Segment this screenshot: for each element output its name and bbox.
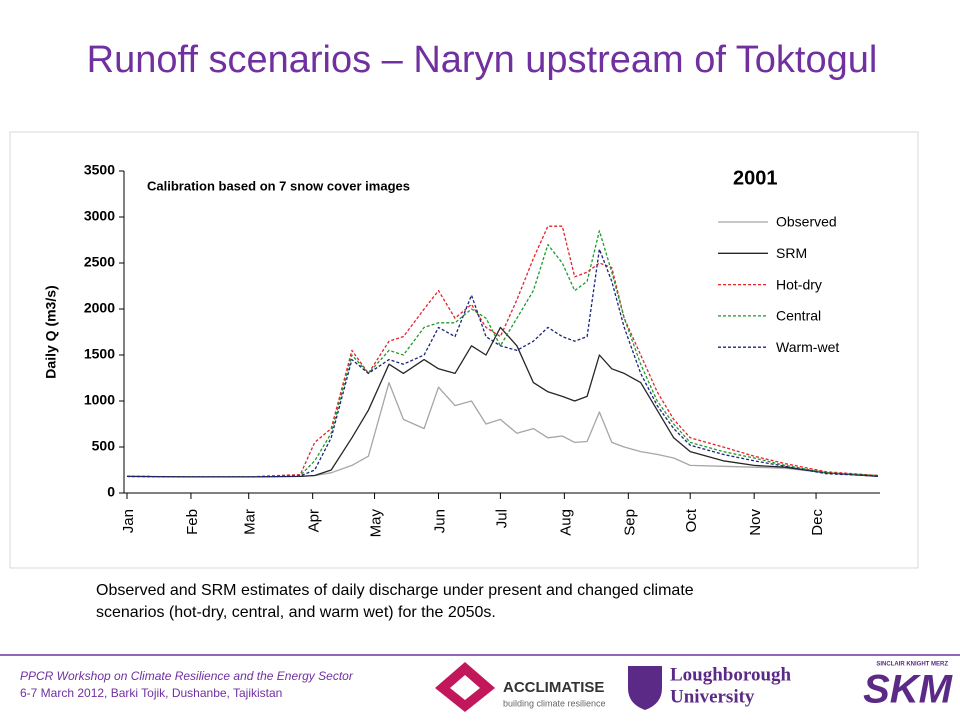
- x-tick-label: Apr: [306, 509, 323, 532]
- x-tick-label: Jun: [431, 509, 448, 533]
- x-tick-label: Nov: [747, 509, 764, 536]
- logo-text: Loughborough: [670, 664, 792, 685]
- annotation: Calibration based on 7 snow cover images: [147, 178, 410, 193]
- legend-label: Warm-wet: [776, 339, 839, 355]
- footer-text: PPCR Workshop on Climate Resilience and …: [20, 669, 354, 683]
- legend-label: Hot-dry: [776, 276, 822, 292]
- y-tick-label: 3500: [84, 162, 115, 178]
- logo-text: building climate resilience: [503, 698, 606, 708]
- x-tick-label: May: [368, 509, 385, 538]
- y-tick-label: 0: [107, 484, 115, 500]
- legend-label: Observed: [776, 214, 837, 230]
- footer-text: 6-7 March 2012, Barki Tojik, Dushanbe, T…: [20, 686, 282, 700]
- series-line: [126, 381, 878, 478]
- x-tick-label: Dec: [809, 509, 826, 536]
- y-axis-label: Daily Q (m3/s): [43, 285, 59, 378]
- logo-text: SINCLAIR KNIGHT MERZ: [876, 662, 948, 668]
- skm-logo: SINCLAIR KNIGHT MERZ SKM: [863, 662, 954, 712]
- y-tick-label: 1500: [84, 346, 115, 362]
- x-tick-label: Aug: [557, 509, 574, 536]
- legend-label: Central: [776, 308, 821, 324]
- series-line: [126, 248, 878, 478]
- logo-text: ACCLIMATISE: [503, 679, 604, 696]
- loughborough-logo: Loughborough University: [628, 664, 792, 710]
- x-tick-label: Oct: [683, 508, 700, 532]
- legend-label: SRM: [776, 245, 807, 261]
- caption: Observed and SRM estimates of daily disc…: [96, 582, 694, 599]
- series-line: [126, 230, 878, 478]
- y-tick-label: 3000: [84, 208, 115, 224]
- series-line: [126, 225, 878, 478]
- x-tick-label: Mar: [242, 509, 259, 535]
- logo-text: SKM: [863, 668, 954, 712]
- logo-shape: [628, 666, 662, 710]
- x-tick-label: Jan: [120, 509, 137, 533]
- x-tick-label: Jul: [493, 509, 510, 528]
- logo-text: University: [670, 686, 755, 707]
- series-line: [126, 326, 878, 478]
- slide-title: Runoff scenarios – Naryn upstream of Tok…: [87, 39, 878, 81]
- x-tick-label: Feb: [184, 509, 201, 535]
- annotation: 2001: [733, 167, 778, 189]
- y-tick-label: 2500: [84, 254, 115, 270]
- logo-shape: [450, 675, 480, 700]
- x-tick-label: Sep: [621, 509, 638, 536]
- caption: scenarios (hot-dry, central, and warm we…: [96, 604, 496, 621]
- y-tick-label: 1000: [84, 392, 115, 408]
- chart-frame: [9, 131, 919, 569]
- y-tick-label: 2000: [84, 300, 115, 316]
- y-tick-label: 500: [92, 438, 116, 454]
- acclimatise-logo: ACCLIMATISE building climate resilience: [435, 662, 606, 712]
